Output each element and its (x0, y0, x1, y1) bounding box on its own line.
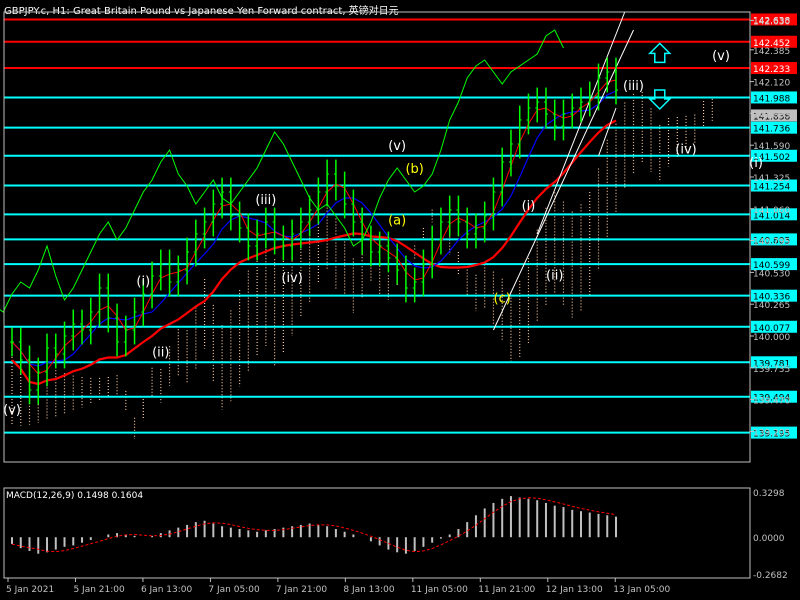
channel-upper (536, 11, 626, 235)
down-arrow-icon (647, 89, 672, 111)
y-tick-label: 139.205 (753, 428, 790, 438)
y-tick-label: 141.855 (753, 110, 790, 120)
y-tick-label: 140.795 (753, 238, 790, 248)
level-price-tag (751, 320, 797, 333)
wave-label: (ii) (152, 345, 169, 360)
y-tick-label: 142.120 (753, 79, 790, 89)
wave-label: (i) (136, 275, 150, 290)
wave-label: (iii) (255, 193, 276, 208)
channel-mid (598, 107, 617, 157)
level-price-tag (751, 121, 797, 134)
level-price-tag (751, 179, 797, 192)
wave-label: (iv) (675, 143, 696, 158)
wave-label: (iii) (623, 79, 644, 94)
level-price-label: 141.736 (753, 125, 790, 135)
x-tick-label: 13 Jan 05:00 (613, 585, 670, 595)
wave-labels: (v) (i) (ii) (iii) (iv) (v) (b) (a) (c) (i) (ii) (i… (3, 42, 800, 418)
y-tick-label: 140.530 (753, 269, 790, 279)
level-price-tag (751, 356, 797, 369)
wave-label: (v) (388, 139, 406, 154)
chikou-line (0, 29, 564, 313)
level-price-tag (751, 233, 797, 246)
level-price-tag (751, 258, 797, 271)
level-price-tag (751, 426, 797, 439)
macd-signal-line (11, 497, 617, 553)
macd-frame (3, 487, 751, 579)
up-arrow-icon (647, 42, 672, 64)
y-tick-label: 140.265 (753, 301, 790, 311)
wave-label: (v) (712, 49, 730, 64)
macd-y-tick-label: -0.2682 (753, 571, 788, 581)
x-tick-label: 8 Jan 13:00 (343, 585, 395, 595)
level-price-tag (751, 13, 797, 26)
y-tick-label: 142.385 (753, 47, 790, 57)
level-price-label: 141.254 (753, 183, 790, 193)
y-tick-label: 141.325 (753, 174, 790, 184)
level-price-tag (751, 208, 797, 221)
ichimoku-cloud (11, 91, 713, 440)
tenkan-line (11, 79, 617, 375)
level-price-label: 139.195 (753, 430, 790, 440)
moving-average-line (11, 119, 617, 386)
level-price-label: 142.638 (753, 16, 790, 26)
level-price-tag (751, 289, 797, 302)
x-tick-label: 7 Jan 05:00 (208, 585, 260, 595)
level-price-label: 142.452 (753, 39, 790, 49)
x-tick-label: 12 Jan 13:00 (546, 585, 603, 595)
level-price-label: 141.502 (753, 153, 790, 163)
wave-label: (a) (388, 213, 406, 228)
level-price-tag (751, 35, 797, 48)
x-tick-label: 5 Jan 2021 (6, 585, 54, 595)
level-price-label: 142.233 (753, 65, 790, 75)
x-tick-label: 7 Jan 21:00 (276, 585, 328, 595)
level-price-label: 140.599 (753, 261, 790, 271)
x-tick-label: 11 Jan 05:00 (411, 585, 468, 595)
y-tick-label: 139.470 (753, 397, 790, 407)
level-price-label: 140.077 (753, 324, 790, 334)
y-tick-label: 139.735 (753, 365, 790, 375)
wave-label: (ii) (546, 269, 563, 284)
wave-label: (iv) (281, 271, 302, 286)
wave-label: (i) (522, 199, 536, 214)
macd-y-tick-label: 0.3298 (753, 489, 785, 499)
y-tick-label: 141.590 (753, 142, 790, 152)
level-price-label: 140.336 (753, 293, 790, 303)
y-tick-label: 140.000 (753, 333, 790, 343)
level-price-tag (751, 91, 797, 104)
y-tick-label: 141.060 (753, 206, 790, 216)
current-price-label: 141.838 (753, 112, 790, 122)
price-bars (10, 57, 618, 405)
level-price-tag (751, 390, 797, 403)
axes: 142.630 142.385 142.120 141.855 141.590 141.3… (3, 11, 790, 595)
level-price-tag (751, 62, 797, 75)
level-price-tag (751, 149, 797, 162)
y-tick-label: 142.630 (753, 17, 790, 27)
macd-y-tick-label: 0.0000 (753, 534, 785, 544)
horizontal-levels: 142.638 142.452 142.233 141.988 141.736 141.5… (4, 13, 797, 440)
current-price-tag (751, 109, 797, 122)
wave-label: (c) (494, 291, 511, 306)
wave-label: (v) (3, 403, 21, 418)
price-frame (3, 11, 751, 463)
level-price-label: 140.805 (753, 236, 790, 246)
level-price-label: 139.494 (753, 394, 790, 404)
x-tick-label: 6 Jan 13:00 (141, 585, 193, 595)
x-tick-label: 5 Jan 21:00 (73, 585, 125, 595)
level-price-label: 141.988 (753, 94, 790, 104)
indicator-lines (0, 11, 634, 386)
wave-label: (i) (749, 156, 763, 171)
level-price-label: 141.014 (753, 211, 790, 221)
channel-lower (492, 29, 634, 331)
macd-title: MACD(12,26,9) 0.1498 0.1604 (6, 491, 143, 501)
wave-label: (b) (405, 162, 423, 177)
level-price-label: 139.781 (753, 359, 790, 369)
macd-panel: MACD(12,26,9) 0.1498 0.1604 0.3298 0.0000 -… (6, 489, 788, 581)
kijun-line (11, 90, 617, 367)
x-tick-label: 11 Jan 21:00 (478, 585, 535, 595)
